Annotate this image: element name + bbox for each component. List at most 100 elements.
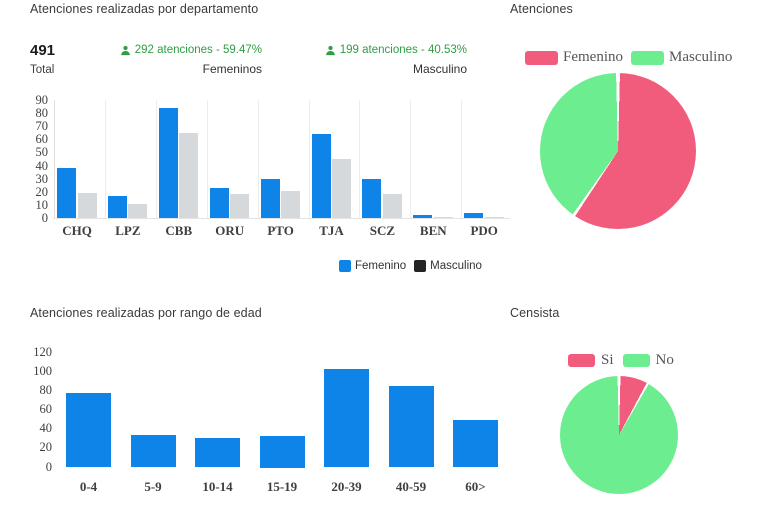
total-stat: 491 Total bbox=[30, 42, 55, 76]
y-tick-label: 80 bbox=[35, 106, 49, 121]
panel-title-rango-edad: Atenciones realizadas por rango de edad bbox=[30, 306, 262, 320]
bar-masculino-PTO[interactable] bbox=[281, 190, 301, 218]
bar-masculino-BEN[interactable] bbox=[433, 216, 453, 218]
x-category-label: 20-39 bbox=[331, 478, 362, 494]
legend-item-masculino[interactable]: Masculino bbox=[631, 49, 732, 66]
male-stat-text: 199 atenciones - 40.53% bbox=[339, 44, 467, 56]
panel-title-censista: Censista bbox=[510, 306, 560, 320]
legend-item-si[interactable]: Si bbox=[568, 352, 614, 369]
panel-censista: Censista Si No bbox=[508, 295, 765, 525]
y-tick-label: 40 bbox=[35, 158, 49, 173]
x-category-label: CBB bbox=[165, 223, 193, 238]
atenciones-pie-legend: Femenino Masculino bbox=[525, 49, 732, 66]
atenciones-pie-chart[interactable] bbox=[540, 73, 696, 229]
legend-label: Femenino bbox=[563, 49, 623, 65]
y-tick-label: 120 bbox=[33, 345, 52, 359]
si-swatch-icon bbox=[568, 354, 595, 367]
bar-edad-60>[interactable] bbox=[453, 419, 498, 468]
category-gridline bbox=[308, 100, 310, 218]
bar-masculino-CHQ[interactable] bbox=[77, 193, 97, 218]
x-category-label: 40-59 bbox=[395, 478, 427, 494]
femenino-swatch-icon bbox=[339, 260, 351, 272]
y-tick-label: 20 bbox=[39, 440, 53, 455]
masculino-swatch-icon bbox=[414, 260, 427, 272]
x-category-label: 0-4 bbox=[79, 478, 98, 494]
bar-femenino-PTO[interactable] bbox=[260, 178, 280, 218]
y-tick-label: 70 bbox=[35, 119, 49, 134]
x-category-label: CHQ bbox=[62, 223, 92, 238]
x-category-label: PDO bbox=[470, 223, 498, 238]
x-category-label: 60> bbox=[465, 478, 486, 494]
bar-edad-15-19[interactable] bbox=[259, 436, 305, 468]
bar-masculino-TJA[interactable] bbox=[332, 159, 351, 218]
male-stat-label: Masculino bbox=[412, 62, 467, 76]
legend-label: Si bbox=[601, 352, 614, 368]
bar-edad-40-59[interactable] bbox=[388, 386, 434, 468]
panel-title-departamento: Atenciones realizadas por departamento bbox=[30, 2, 259, 16]
masculino-swatch-icon bbox=[631, 50, 664, 65]
x-category-label: ORU bbox=[215, 223, 245, 238]
y-tick-label: 10 bbox=[35, 197, 49, 212]
y-tick-label: 30 bbox=[35, 171, 49, 186]
x-category-label: 15-19 bbox=[266, 478, 298, 494]
no-swatch-icon bbox=[622, 354, 650, 367]
x-axis-line bbox=[54, 218, 510, 219]
bar-femenino-SCZ[interactable] bbox=[362, 178, 382, 218]
legend-item-femenino[interactable]: Femenino bbox=[525, 49, 623, 66]
female-stat-text: 292 atenciones - 59.47% bbox=[134, 44, 262, 56]
y-axis-line bbox=[54, 100, 55, 218]
panel-title-atenciones: Atenciones bbox=[510, 2, 573, 16]
x-category-label: PTO bbox=[267, 223, 294, 238]
bar-masculino-CBB[interactable] bbox=[179, 132, 199, 218]
legend-item-masculino[interactable]: Masculino bbox=[414, 260, 482, 272]
x-category-label: 10-14 bbox=[202, 478, 233, 494]
y-tick-label: 50 bbox=[35, 145, 49, 160]
bar-femenino-CHQ[interactable] bbox=[57, 168, 76, 218]
category-gridline bbox=[206, 100, 208, 218]
person-icon bbox=[325, 45, 336, 56]
femenino-swatch-icon bbox=[525, 50, 558, 65]
bar-edad-5-9[interactable] bbox=[130, 435, 176, 468]
legend-label: Masculino bbox=[669, 49, 733, 65]
edad-bar-chart[interactable]: 0 20 40 60 80 100 120 0-4 5-9 10-14 15-19 20-39 40-5… bbox=[0, 335, 510, 500]
departamento-legend: Femenino Masculino bbox=[339, 260, 490, 272]
bar-masculino-SCZ[interactable] bbox=[382, 194, 402, 218]
category-gridline bbox=[104, 100, 106, 218]
total-label: Total bbox=[30, 64, 55, 76]
departamento-bar-chart[interactable]: 0 10 20 30 40 50 60 70 80 90 CHQ LPZ CBB ORU PTO TJA SCZ… bbox=[0, 95, 510, 245]
bar-femenino-CBB[interactable] bbox=[158, 107, 178, 218]
bar-masculino-ORU[interactable] bbox=[230, 194, 250, 218]
female-stat: 292 atenciones - 59.47% Femeninos bbox=[120, 44, 262, 76]
panel-atenciones-pie: Atenciones Femenino Masculino bbox=[508, 0, 765, 293]
bar-edad-20-39[interactable] bbox=[324, 369, 369, 468]
x-category-label: BEN bbox=[419, 223, 447, 238]
panel-atenciones-departamento: Atenciones realizadas por departamento 4… bbox=[0, 0, 510, 293]
x-category-label: 5-9 bbox=[144, 478, 162, 494]
censista-pie-legend: Si No bbox=[568, 352, 674, 369]
bar-masculino-PDO[interactable] bbox=[484, 216, 504, 218]
legend-item-femenino[interactable]: Femenino bbox=[339, 260, 406, 272]
bar-femenino-ORU[interactable] bbox=[209, 187, 229, 218]
y-tick-label: 100 bbox=[33, 364, 52, 379]
x-category-label: LPZ bbox=[115, 223, 141, 238]
category-gridline bbox=[359, 100, 361, 218]
bar-edad-10-14[interactable] bbox=[195, 437, 240, 468]
bar-femenino-PDO[interactable] bbox=[464, 212, 484, 218]
bar-femenino-LPZ[interactable] bbox=[107, 195, 127, 218]
y-tick-label: 90 bbox=[35, 95, 49, 107]
category-gridline bbox=[410, 100, 412, 218]
y-tick-label: 0 bbox=[41, 211, 48, 225]
legend-item-no[interactable]: No bbox=[622, 352, 674, 369]
bar-edad-0-4[interactable] bbox=[66, 393, 111, 468]
total-value: 491 bbox=[30, 42, 56, 59]
bar-masculino-LPZ[interactable] bbox=[128, 203, 148, 218]
bar-femenino-BEN[interactable] bbox=[413, 215, 433, 218]
legend-label: Masculino bbox=[430, 260, 482, 272]
legend-label: No bbox=[655, 352, 674, 368]
bar-femenino-TJA[interactable] bbox=[311, 134, 331, 218]
censista-pie-chart[interactable] bbox=[560, 376, 678, 494]
y-tick-label: 0 bbox=[45, 459, 52, 474]
y-tick-label: 20 bbox=[35, 184, 49, 199]
category-gridline bbox=[155, 100, 157, 218]
